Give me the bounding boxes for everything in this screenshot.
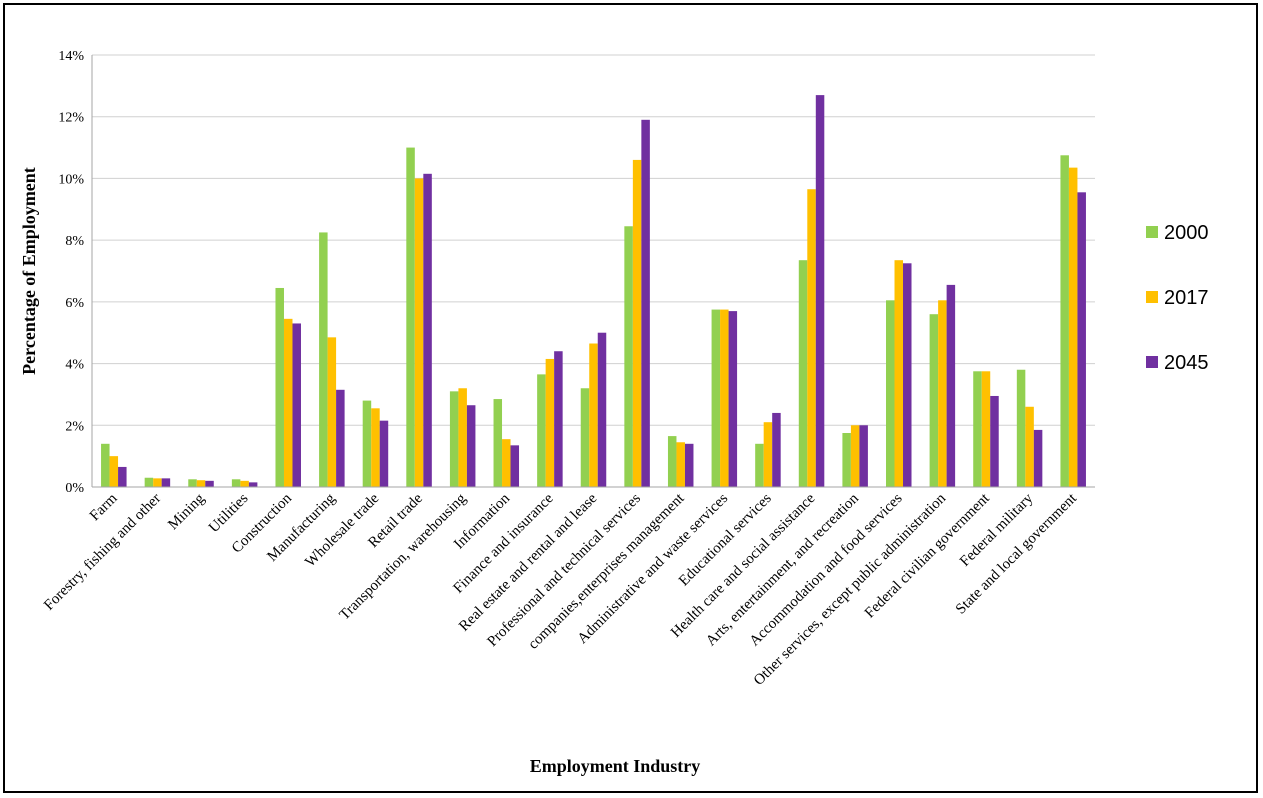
bar-2045 — [510, 445, 520, 487]
bar-2000 — [231, 479, 241, 487]
bars — [101, 95, 1086, 488]
bar-2000 — [406, 147, 415, 487]
bar-2017 — [283, 318, 293, 487]
bar-2017 — [938, 300, 947, 487]
gridlines — [92, 54, 1095, 426]
bar-2045 — [641, 119, 650, 488]
bar-2017 — [545, 358, 555, 487]
bar-2000 — [798, 260, 808, 487]
bar-2045 — [336, 389, 345, 487]
bar-2017 — [371, 408, 380, 487]
y-tick-label: 6% — [65, 296, 84, 311]
legend-swatch-2000 — [1146, 226, 1158, 238]
bar-2017 — [1068, 167, 1078, 487]
bar-2000 — [755, 443, 764, 487]
legend-label-2017: 2017 — [1164, 287, 1209, 309]
bar-2045 — [990, 395, 999, 487]
chart-frame: 0% 2% 4% 6% 8% 10% 12% 14% Farm Forestry, fishin… — [3, 3, 1258, 793]
bar-2000 — [842, 433, 851, 487]
y-tick-labels: 0% 2% 4% 6% 8% 10% 12% 14% — [58, 49, 84, 496]
bar-2017 — [720, 309, 729, 487]
bar-2045 — [292, 323, 301, 487]
bar-2000 — [667, 436, 677, 487]
bar-2017 — [807, 189, 816, 488]
bar-2000 — [973, 371, 982, 487]
y-tick-label: 2% — [65, 419, 84, 434]
bar-2017 — [894, 260, 904, 487]
bar-2000 — [101, 443, 110, 487]
y-tick-label: 12% — [58, 111, 84, 126]
legend: 2000 2017 2045 — [1146, 222, 1209, 374]
bar-2045 — [684, 443, 694, 487]
y-tick-label: 0% — [65, 481, 84, 496]
bar-2000 — [886, 300, 895, 487]
bar-2017 — [1025, 406, 1034, 487]
y-axis-title: Percentage of Employment — [19, 167, 39, 375]
bar-2045 — [597, 332, 607, 487]
axes — [91, 55, 1095, 488]
bar-2000 — [929, 314, 939, 487]
bar-2045 — [466, 405, 476, 487]
bar-2000 — [275, 287, 284, 487]
x-tick-label: companies,enterprises management — [525, 490, 688, 653]
bar-2017 — [109, 456, 119, 487]
legend-label-2000: 2000 — [1164, 222, 1209, 244]
bar-2000 — [144, 477, 154, 487]
bar-2045 — [161, 478, 171, 487]
bar-2000 — [319, 232, 328, 487]
bar-2000 — [1060, 155, 1069, 488]
bar-2000 — [711, 309, 721, 487]
bar-2017 — [589, 343, 598, 487]
bar-2045 — [815, 95, 825, 488]
bar-2000 — [493, 399, 503, 487]
bar-2045 — [205, 480, 214, 487]
bar-2045 — [1077, 192, 1086, 487]
bar-2017 — [676, 442, 685, 487]
bar-2000 — [624, 226, 633, 487]
bar-2017 — [502, 439, 511, 487]
y-tick-label: 14% — [58, 49, 84, 64]
bar-2045 — [1033, 429, 1043, 487]
legend-swatch-2045 — [1146, 356, 1158, 368]
bar-2045 — [728, 311, 738, 487]
x-axis-title: Employment Industry — [530, 756, 701, 776]
bar-2017 — [153, 478, 162, 487]
bar-2017 — [458, 388, 467, 487]
bar-2045 — [423, 173, 432, 488]
bar-2017 — [632, 159, 642, 487]
bar-2000 — [188, 479, 197, 487]
bar-2045 — [554, 351, 563, 487]
bar-2045 — [248, 482, 258, 487]
bar-2017 — [763, 422, 773, 487]
bar-2045 — [903, 263, 912, 487]
bar-2045 — [859, 425, 868, 487]
legend-label-2045: 2045 — [1164, 352, 1209, 374]
bar-2000 — [580, 388, 590, 487]
bar-2000 — [537, 374, 546, 487]
bar-2017 — [196, 480, 206, 487]
y-tick-label: 8% — [65, 234, 84, 249]
y-tick-label: 4% — [65, 358, 84, 373]
bar-2017 — [240, 480, 249, 487]
bar-2000 — [362, 400, 372, 487]
x-tick-label: Mining — [165, 490, 208, 533]
bar-2045 — [379, 420, 389, 487]
bar-2017 — [414, 178, 424, 487]
legend-swatch-2017 — [1146, 291, 1158, 303]
x-tick-label: Farm — [87, 490, 121, 524]
bar-2045 — [946, 284, 956, 487]
bar-2000 — [1016, 369, 1026, 487]
bar-2045 — [772, 412, 781, 487]
bar-2017 — [850, 425, 860, 487]
bar-2017 — [327, 337, 337, 487]
y-tick-label: 10% — [58, 172, 84, 187]
bar-2045 — [118, 466, 127, 487]
bar-2017 — [981, 371, 991, 487]
bar-2000 — [449, 391, 459, 487]
